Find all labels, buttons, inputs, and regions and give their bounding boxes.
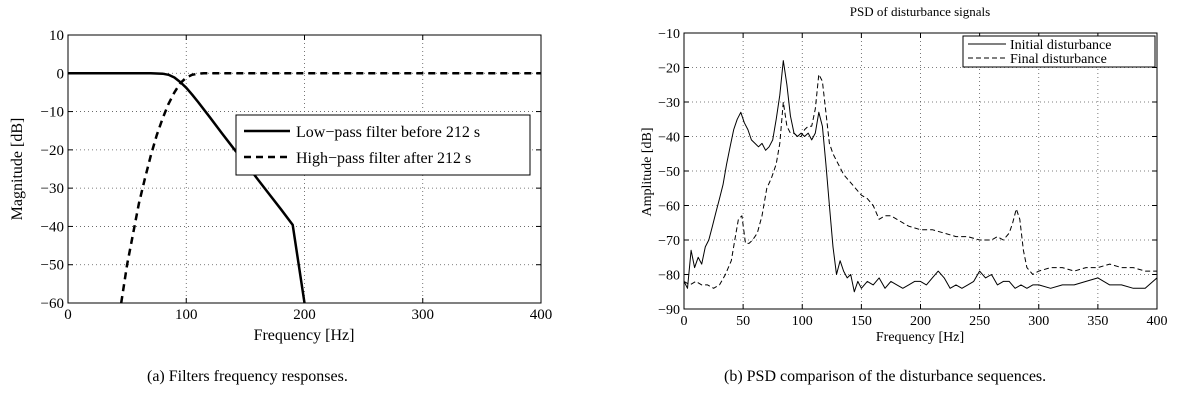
y-tick-label-b-6: −70	[658, 234, 680, 249]
y-axis-label-a: Magnitude [dB]	[9, 118, 26, 221]
legend-box-a	[235, 114, 531, 176]
x-tick-label-a-4: 400	[530, 307, 553, 323]
series-b	[683, 60, 1158, 293]
legend-label-initial: Initial disturbance	[1010, 38, 1111, 53]
grid-b	[684, 33, 1157, 309]
y-tick-label-b-2: −30	[658, 96, 680, 111]
y-tick-label-a-2: −10	[41, 105, 64, 121]
y-tick-label-a-3: −20	[41, 143, 64, 159]
x-tick-label-a-1: 100	[175, 307, 198, 323]
y-tick-label-a-0: 10	[49, 28, 64, 44]
y-tick-label-b-3: −40	[658, 131, 680, 146]
series-line-a-0	[68, 72, 306, 304]
legend-label-low-pass: Low−pass filter before 212 s	[296, 124, 480, 141]
chart-title-b: PSD of disturbance signals	[850, 4, 990, 19]
x-tick-label-b-7: 350	[1087, 314, 1108, 329]
x-tick-label-a-0: 0	[64, 307, 72, 323]
x-axis-label-b: Frequency [Hz]	[876, 330, 964, 345]
y-tick-label-a-4: −30	[41, 181, 64, 197]
legend-box-b	[962, 35, 1156, 68]
x-tick-label-b-6: 300	[1028, 314, 1049, 329]
y-tick-label-a-1: 0	[57, 66, 65, 82]
legend-a: Low−pass filter before 212 s High−pass f…	[235, 114, 531, 176]
y-tick-label-b-0: −10	[658, 27, 680, 42]
x-tick-label-b-1: 50	[736, 314, 750, 329]
legend-label-high-pass: High−pass filter after 212 s	[296, 150, 471, 167]
y-axis-label-b: Amplitude [dB]	[640, 127, 655, 216]
series-line-a-1	[119, 72, 541, 304]
y-tick-label-a-7: −60	[41, 296, 64, 312]
x-tick-label-a-3: 300	[412, 307, 435, 323]
ticks-b: 0 50 100 150 200 250 300 350 400 −10 −20 −30 −40 −50 −…	[658, 27, 1167, 329]
y-tick-label-b-1: −20	[658, 62, 680, 77]
legend-b: Initial disturbance Final disturbance	[962, 35, 1156, 68]
x-axis-label-a: Frequency [Hz]	[254, 327, 355, 344]
y-tick-label-b-5: −60	[658, 200, 680, 215]
x-tick-label-b-0: 0	[681, 314, 688, 329]
caption-a: (a) Filters frequency responses.	[147, 368, 348, 385]
y-tick-label-b-8: −90	[658, 303, 680, 318]
x-tick-label-b-3: 150	[851, 314, 872, 329]
chart-b: PSD of disturbance signals 0 50 100 150 200 2…	[640, 4, 1168, 345]
legend-label-final: Final disturbance	[1010, 52, 1107, 67]
x-tick-label-b-4: 200	[910, 314, 931, 329]
x-tick-label-a-2: 200	[293, 307, 316, 323]
x-tick-label-b-8: 400	[1147, 314, 1168, 329]
caption-b: (b) PSD comparison of the disturbance se…	[724, 368, 1047, 385]
y-tick-label-a-6: −50	[41, 258, 64, 274]
y-tick-label-b-7: −80	[658, 269, 680, 284]
series-line-b-0	[683, 60, 1158, 293]
series-line-b-1	[683, 73, 1157, 289]
series-a	[68, 72, 541, 304]
y-tick-label-b-4: −50	[658, 165, 680, 180]
y-tick-label-a-5: −40	[41, 219, 64, 235]
x-tick-label-b-2: 100	[792, 314, 813, 329]
x-tick-label-b-5: 250	[969, 314, 990, 329]
